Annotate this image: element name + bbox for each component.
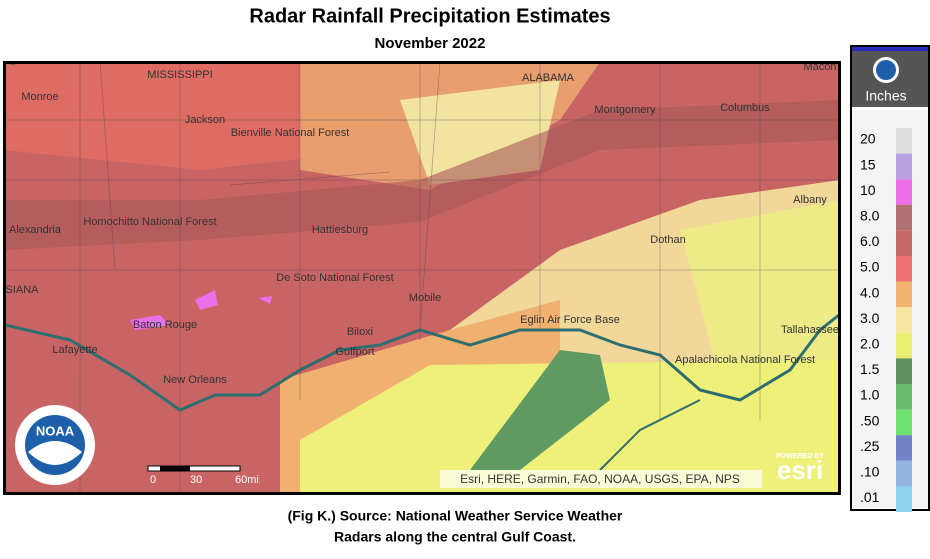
legend-swatch <box>896 307 912 333</box>
scale-label: 30 <box>190 474 202 486</box>
place-label: Mobile <box>409 292 441 304</box>
legend-label: .50 <box>860 412 880 428</box>
attribution-bg <box>440 470 762 488</box>
legend-swatch <box>896 256 912 282</box>
legend-swatch <box>896 153 912 180</box>
legend-swatch <box>896 332 912 359</box>
legend-swatch <box>896 409 912 436</box>
legend-swatch <box>896 460 912 487</box>
attribution: Esri, HERE, Garmin, FAO, NOAA, USGS, EPA… <box>460 472 740 486</box>
legend-swatch <box>896 358 912 384</box>
place-label: Tallahassee <box>781 324 839 336</box>
legend-label: 8.0 <box>860 208 880 224</box>
place-label: Hattiesburg <box>312 224 368 236</box>
place-label: Montgomery <box>594 104 656 116</box>
legend-label: 10 <box>860 182 876 198</box>
scale-label: 0 <box>150 474 156 486</box>
legend-swatch <box>896 435 912 461</box>
place-label: Jackson <box>185 114 225 126</box>
legend-swatch <box>896 384 912 410</box>
legend-unit: Inches <box>865 88 906 104</box>
caption: Radars along the central Gulf Coast. <box>334 529 576 545</box>
legend-label: .10 <box>860 464 880 480</box>
place-label: De Soto National Forest <box>276 272 393 284</box>
legend-label: 1.0 <box>860 387 880 403</box>
place-label: Apalachicola National Forest <box>675 354 815 366</box>
map-labels: MISSISSIPPI ALABAMA Monroe Jackson Bienville… <box>5 61 839 386</box>
place-label: Albany <box>793 194 827 206</box>
map <box>5 63 839 493</box>
caption: (Fig K.) Source: National Weather Servic… <box>288 508 623 524</box>
map-border <box>3 61 841 495</box>
scale-bar: 0 30 60mi <box>147 465 259 486</box>
legend-swatch <box>896 281 912 308</box>
legend-swatch <box>896 179 912 205</box>
legend-label: 3.0 <box>860 310 880 326</box>
place-label: ALABAMA <box>522 72 575 84</box>
legend-label: 1.5 <box>860 361 880 377</box>
legend-swatch <box>896 128 912 154</box>
legend-label: 6.0 <box>860 233 880 249</box>
place-label: Homochitto National Forest <box>83 216 216 228</box>
legend-label: 20 <box>860 131 876 147</box>
legend-swatch <box>896 204 912 231</box>
legend-swatch <box>896 230 912 256</box>
legend-swatch <box>896 486 912 512</box>
place-label: Lafayette <box>52 344 97 356</box>
place-label: Eglin Air Force Base <box>520 314 620 326</box>
place-label: SIANA <box>5 284 39 296</box>
esri-small: POWERED BY <box>776 453 824 460</box>
noaa-text: NOAA <box>36 423 75 438</box>
scale-label: 60mi <box>235 474 259 486</box>
place-label: MISSISSIPPI <box>147 69 212 81</box>
title: Radar Rainfall Precipitation Estimates <box>249 5 610 27</box>
place-label: Monroe <box>21 91 58 103</box>
place-label: Bienville National Forest <box>231 127 350 139</box>
legend-label: 2.0 <box>860 336 880 352</box>
legend-label: 4.0 <box>860 284 880 300</box>
subtitle: November 2022 <box>375 35 486 52</box>
legend-label: 15 <box>860 156 876 172</box>
esri-logo: esri <box>777 455 823 485</box>
place-label: New Orleans <box>163 374 227 386</box>
place-label: Dothan <box>650 234 685 246</box>
legend-label: 5.0 <box>860 259 880 275</box>
legend: Inches 20 15 10 8.0 6.0 5.0 4.0 3.0 2.0 1.5 1.0 .50… <box>850 45 930 512</box>
legend-label: .01 <box>860 489 880 505</box>
place-label: Alexandria <box>9 224 62 236</box>
place-label: Baton Rouge <box>133 319 197 331</box>
legend-label: .25 <box>860 438 880 454</box>
place-label: Biloxi <box>347 326 373 338</box>
noaa-logo: NOAA <box>15 405 95 485</box>
place-label: Columbus <box>720 102 770 114</box>
place-label: Gulfport <box>335 346 374 358</box>
